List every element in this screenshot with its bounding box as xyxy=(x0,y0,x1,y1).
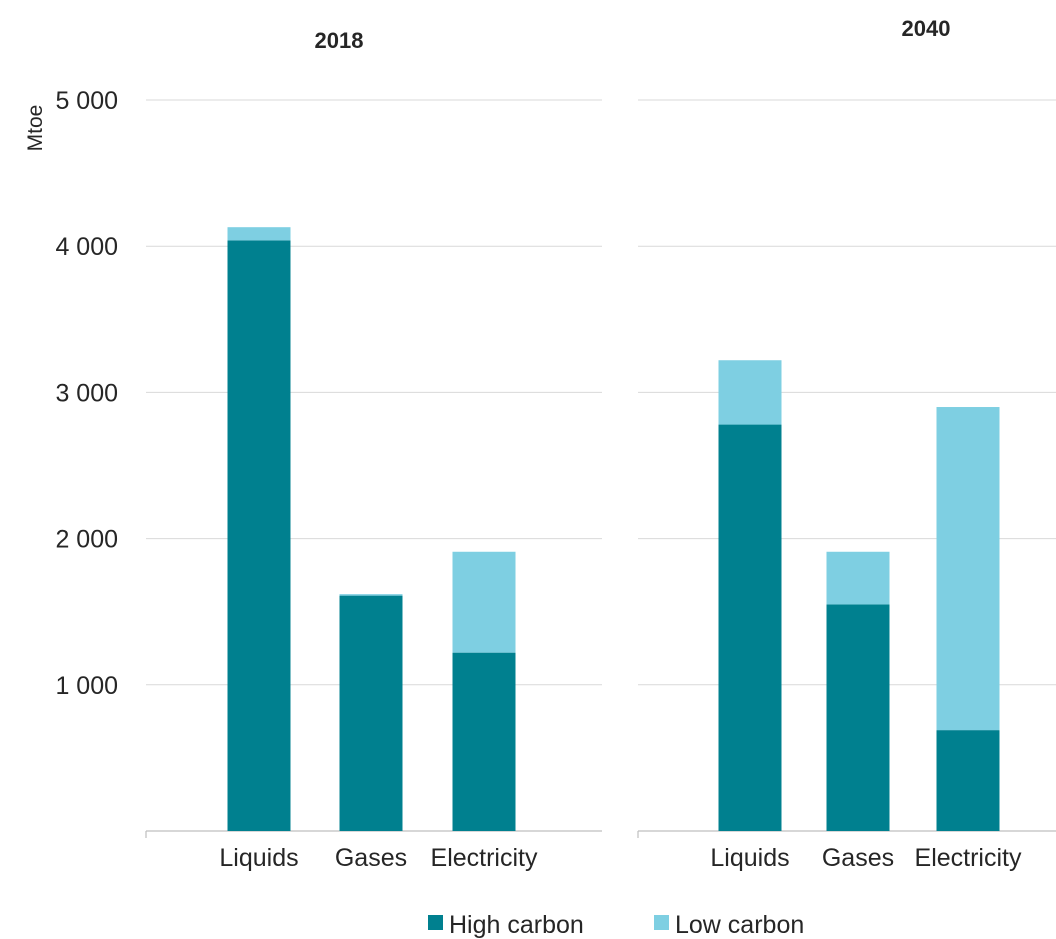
category-label-gases: Gases xyxy=(822,844,894,872)
bar-high-carbon-gases xyxy=(339,595,403,831)
category-label-electricity: Electricity xyxy=(915,844,1022,872)
y-tick-label-2-000: 2 000 xyxy=(55,526,118,554)
bar-high-carbon-liquids xyxy=(227,240,291,832)
panels: 2018 Liquids Gases Electricity 2040 Liquids Ga… xyxy=(145,16,1056,872)
bar-low-carbon-liquids xyxy=(227,227,291,241)
bar-high-carbon-gases xyxy=(826,604,890,831)
category-label-liquids: Liquids xyxy=(710,844,789,872)
y-tick-label-5-000: 5 000 xyxy=(55,87,118,115)
legend-item-low-carbon: Low carbon xyxy=(654,911,804,939)
legend-label-low-carbon: Low carbon xyxy=(675,911,804,939)
category-label-gases: Gases xyxy=(335,844,407,872)
bar-low-carbon-electricity xyxy=(452,551,516,653)
y-tick-label-1-000: 1 000 xyxy=(55,672,118,700)
bar-low-carbon-gases xyxy=(339,594,403,596)
legend-swatch-low-carbon xyxy=(654,915,669,930)
category-label-electricity: Electricity xyxy=(431,844,538,872)
y-tick-labels: 1 000 2 000 3 000 4 000 5 000 xyxy=(55,87,118,700)
bar-high-carbon-liquids xyxy=(718,424,782,831)
bar-high-carbon-electricity xyxy=(936,730,1000,831)
y-axis-label: Mtoe xyxy=(24,105,47,152)
panel-title: 2040 xyxy=(902,16,951,41)
panel-2040: 2040 Liquids Gases Electricity xyxy=(637,16,1056,872)
y-tick-label-3-000: 3 000 xyxy=(55,379,118,407)
bar-low-carbon-gases xyxy=(826,551,890,605)
category-label-liquids: Liquids xyxy=(219,844,298,872)
bar-low-carbon-electricity xyxy=(936,407,1000,731)
y-tick-label-4-000: 4 000 xyxy=(55,233,118,261)
legend-item-high-carbon: High carbon xyxy=(428,911,584,939)
panel-2018: 2018 Liquids Gases Electricity xyxy=(145,28,602,872)
bar-high-carbon-electricity xyxy=(452,652,516,831)
panel-title: 2018 xyxy=(315,28,364,53)
legend-swatch-high-carbon xyxy=(428,915,443,930)
bar-low-carbon-liquids xyxy=(718,360,782,425)
legend-label-high-carbon: High carbon xyxy=(449,911,584,939)
legend: High carbon Low carbon xyxy=(428,911,804,939)
